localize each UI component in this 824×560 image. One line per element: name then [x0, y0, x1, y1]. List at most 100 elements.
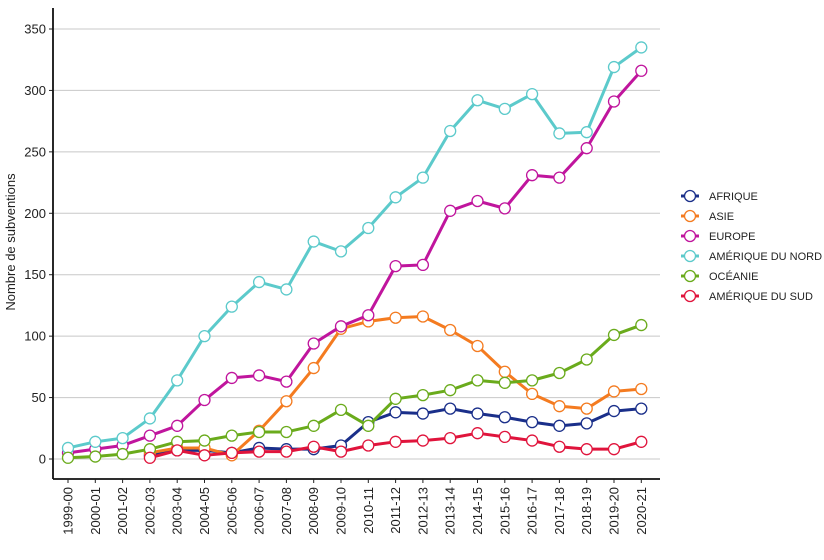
legend-label: AMÉRIQUE DU NORD — [709, 250, 822, 263]
data-point — [607, 60, 621, 74]
data-point — [143, 429, 157, 442]
data-point — [607, 95, 621, 108]
data-point — [498, 430, 511, 444]
data-point — [444, 384, 457, 397]
data-point — [444, 402, 457, 415]
data-point — [580, 126, 593, 139]
legend-item: AMÉRIQUE DU NORD — [681, 249, 822, 263]
x-tick-label: 2019-20 — [607, 487, 622, 535]
data-point — [471, 407, 484, 420]
x-tick-label: 2010-11 — [361, 487, 376, 534]
x-tick-label: 2006-07 — [252, 487, 267, 535]
x-tick-label: 2017-18 — [552, 487, 567, 535]
data-point — [471, 374, 484, 387]
legend: AFRIQUE ASIE EUROPE AMÉRIQUE DU NORD OCÉANIE… — [681, 189, 822, 303]
x-tick-label: 2020-21 — [634, 487, 649, 535]
data-point — [334, 403, 348, 417]
data-point — [525, 87, 539, 101]
data-point — [362, 419, 375, 432]
data-point — [143, 412, 157, 425]
series-group — [61, 64, 648, 460]
x-tick-label: 2009-10 — [334, 487, 349, 535]
y-axis-title: Nombre de subventions — [3, 173, 18, 311]
series-line — [67, 323, 642, 460]
data-point — [252, 275, 266, 289]
data-point — [143, 451, 157, 464]
data-point — [471, 94, 484, 107]
data-point — [416, 258, 430, 272]
legend-swatch-marker — [683, 209, 697, 223]
data-point — [307, 419, 320, 432]
data-point — [252, 425, 266, 439]
data-point — [362, 221, 375, 235]
x-tick-label: 2016-17 — [525, 487, 540, 535]
legend-swatch-marker — [683, 229, 697, 243]
data-point — [498, 365, 511, 378]
data-point — [525, 374, 539, 387]
data-point — [171, 444, 184, 457]
legend-swatch-marker — [683, 289, 697, 303]
x-tick-label: 2005-06 — [224, 487, 239, 535]
data-point — [553, 400, 566, 413]
x-tick-label: 2013-14 — [443, 487, 458, 535]
data-point — [280, 425, 293, 439]
data-point — [225, 371, 238, 385]
legend-label: AFRIQUE — [709, 191, 758, 203]
data-point — [444, 431, 457, 445]
data-point — [61, 451, 75, 464]
data-point — [334, 445, 348, 458]
data-point — [553, 366, 566, 380]
data-point — [225, 429, 238, 442]
legend-swatch-marker — [683, 269, 697, 283]
axes: 0 50 100 150 200 250 300 350 1999-00 2000-01 2001-… — [24, 8, 660, 535]
series-lines — [61, 41, 648, 464]
y-tick-label: 0 — [39, 452, 46, 467]
data-point — [444, 124, 457, 138]
data-point — [580, 402, 593, 415]
series-group — [61, 318, 648, 464]
data-point — [334, 245, 348, 258]
legend-label: ASIE — [709, 211, 734, 223]
data-point — [444, 323, 457, 337]
data-point — [607, 328, 621, 342]
legend-label: EUROPE — [709, 231, 755, 243]
y-tick-label: 150 — [24, 267, 46, 282]
x-tick-label: 2012-13 — [415, 487, 430, 535]
data-point — [580, 353, 593, 366]
x-tick-label: 2001-02 — [115, 487, 130, 535]
data-point — [416, 171, 430, 184]
legend-label: OCÉANIE — [709, 270, 759, 283]
legend-item: ASIE — [681, 209, 734, 223]
data-point — [607, 443, 621, 456]
data-point — [580, 142, 593, 155]
data-point — [416, 434, 430, 447]
x-tick-label: 2015-16 — [497, 487, 512, 535]
data-point — [171, 374, 184, 387]
data-point — [553, 171, 566, 184]
data-point — [471, 339, 484, 353]
x-tick-label: 2004-05 — [197, 487, 212, 535]
legend-item: EUROPE — [681, 229, 755, 243]
data-point — [635, 41, 648, 54]
data-point — [171, 419, 184, 432]
data-point — [389, 311, 402, 324]
series-group — [61, 41, 648, 455]
data-point — [225, 446, 238, 460]
data-point — [635, 318, 648, 332]
x-tick-label: 2011-12 — [388, 487, 403, 534]
data-point — [116, 431, 129, 445]
x-tick-label: 2007-08 — [279, 487, 294, 535]
data-point — [334, 320, 348, 333]
data-point — [89, 435, 102, 448]
data-point — [635, 382, 648, 396]
data-point — [416, 407, 430, 420]
series-line — [67, 46, 643, 450]
data-point — [280, 375, 293, 388]
data-point — [198, 449, 211, 462]
legend-swatch-marker — [683, 249, 697, 263]
data-point — [525, 169, 539, 182]
data-point — [416, 388, 430, 402]
legend-label: AMÉRIQUE DU SUD — [709, 290, 813, 303]
data-point — [280, 445, 293, 458]
